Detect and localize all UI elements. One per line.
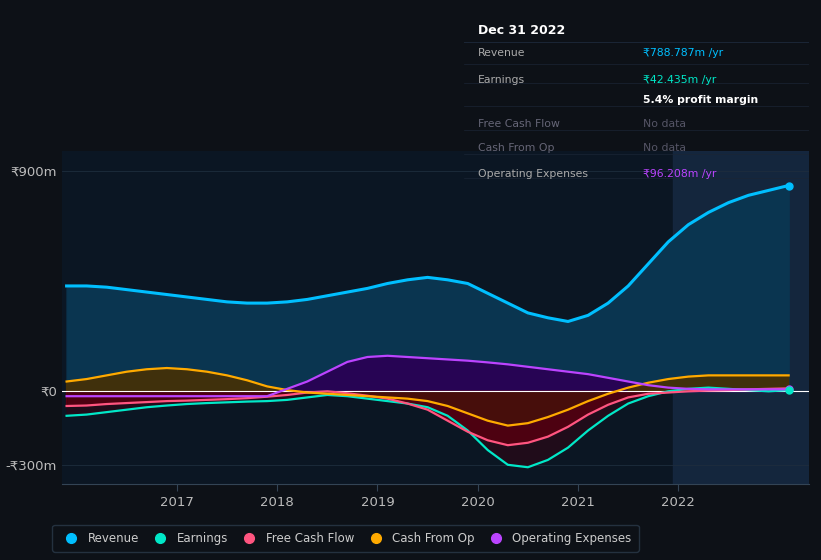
Text: Dec 31 2022: Dec 31 2022 xyxy=(478,24,565,36)
Text: Operating Expenses: Operating Expenses xyxy=(478,169,588,179)
Text: 5.4% profit margin: 5.4% profit margin xyxy=(643,95,759,105)
Legend: Revenue, Earnings, Free Cash Flow, Cash From Op, Operating Expenses: Revenue, Earnings, Free Cash Flow, Cash … xyxy=(53,525,639,552)
Text: No data: No data xyxy=(643,143,686,153)
Text: Cash From Op: Cash From Op xyxy=(478,143,554,153)
Text: No data: No data xyxy=(643,119,686,129)
Bar xyxy=(673,151,809,484)
Text: ₹788.787m /yr: ₹788.787m /yr xyxy=(643,48,723,58)
Text: Earnings: Earnings xyxy=(478,75,525,85)
Text: Revenue: Revenue xyxy=(478,48,525,58)
Text: ₹42.435m /yr: ₹42.435m /yr xyxy=(643,75,717,85)
Text: ₹96.208m /yr: ₹96.208m /yr xyxy=(643,169,717,179)
Text: Free Cash Flow: Free Cash Flow xyxy=(478,119,560,129)
